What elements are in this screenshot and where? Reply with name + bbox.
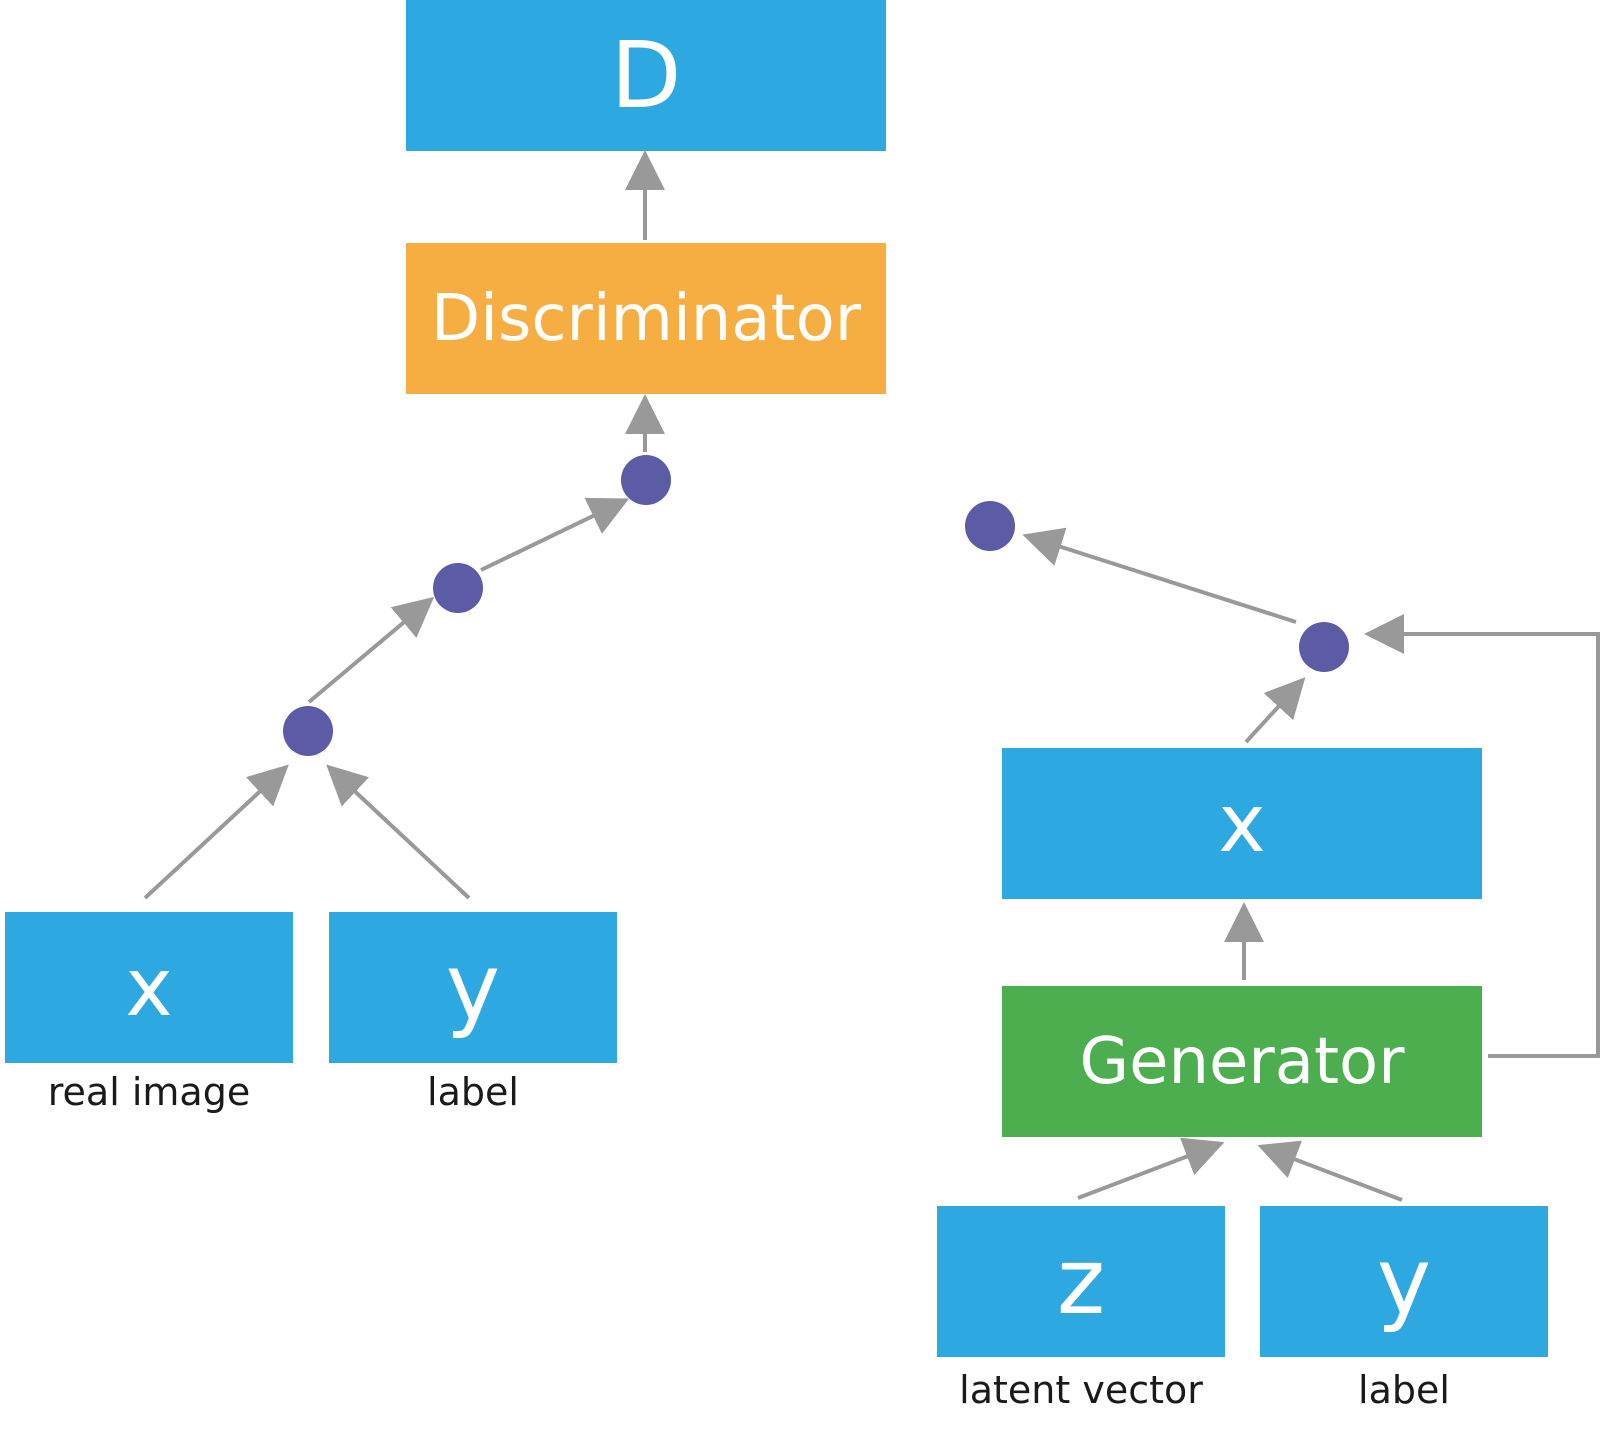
concat-node-2: [433, 563, 483, 613]
real-x-box: x: [5, 912, 293, 1063]
discriminator-label: Discriminator: [430, 281, 862, 356]
discriminator-box: Discriminator: [406, 243, 886, 394]
arrow-generator-bypass-to-gnode: [1364, 614, 1600, 1058]
arrow-node2-to-node3: [480, 497, 630, 572]
generated-x-box: x: [1002, 748, 1482, 899]
arrow-node1-to-node2: [307, 596, 435, 704]
real-y-label: y: [445, 934, 501, 1041]
generated-x-label: x: [1218, 777, 1266, 870]
gen-y-label: y: [1376, 1228, 1432, 1335]
arrow-y-to-node1: [326, 764, 471, 900]
d-output-box: D: [406, 0, 886, 151]
latent-z-label: z: [1056, 1228, 1106, 1335]
concat-node-3: [621, 455, 671, 505]
arrow-x-to-node1: [143, 764, 289, 900]
generator-concat-node: [1299, 622, 1349, 672]
arrow-z-to-generator: [1077, 1137, 1225, 1200]
gen-label-caption: label: [1358, 1368, 1450, 1412]
arrow-y-to-generator: [1257, 1140, 1403, 1202]
d-output-label: D: [610, 22, 682, 129]
latent-z-box: z: [937, 1206, 1225, 1357]
real-label-caption: label: [427, 1070, 519, 1114]
arrow-gnode-to-output-node: [1022, 527, 1297, 624]
arrow-x-to-gnode: [1244, 677, 1306, 744]
generator-box: Generator: [1002, 986, 1482, 1137]
generator-label: Generator: [1079, 1024, 1405, 1099]
generator-output-node: [965, 501, 1015, 551]
latent-vector-caption: latent vector: [959, 1368, 1203, 1412]
real-y-box: y: [329, 912, 617, 1063]
gen-y-box: y: [1260, 1206, 1548, 1357]
real-x-label: x: [125, 941, 173, 1034]
concat-node-1: [283, 706, 333, 756]
real-image-caption: real image: [47, 1070, 251, 1114]
